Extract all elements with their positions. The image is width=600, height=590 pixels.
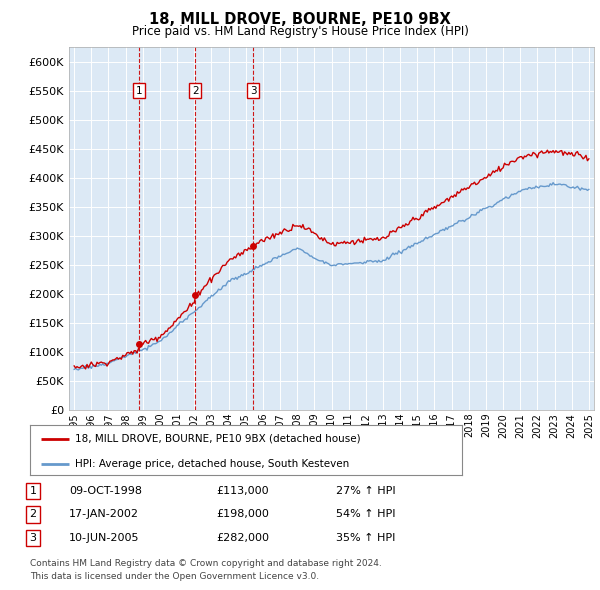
Text: £198,000: £198,000 xyxy=(216,510,269,519)
Text: 54% ↑ HPI: 54% ↑ HPI xyxy=(336,510,395,519)
Text: 18, MILL DROVE, BOURNE, PE10 9BX (detached house): 18, MILL DROVE, BOURNE, PE10 9BX (detach… xyxy=(76,434,361,444)
Text: 2: 2 xyxy=(29,510,37,519)
Text: 1: 1 xyxy=(29,486,37,496)
Text: 2: 2 xyxy=(192,86,199,96)
Text: £113,000: £113,000 xyxy=(216,486,269,496)
Text: 27% ↑ HPI: 27% ↑ HPI xyxy=(336,486,395,496)
Text: Contains HM Land Registry data © Crown copyright and database right 2024.: Contains HM Land Registry data © Crown c… xyxy=(30,559,382,568)
Text: 18, MILL DROVE, BOURNE, PE10 9BX: 18, MILL DROVE, BOURNE, PE10 9BX xyxy=(149,12,451,27)
Text: 10-JUN-2005: 10-JUN-2005 xyxy=(69,533,139,543)
Text: 35% ↑ HPI: 35% ↑ HPI xyxy=(336,533,395,543)
Text: 3: 3 xyxy=(250,86,257,96)
Text: 17-JAN-2002: 17-JAN-2002 xyxy=(69,510,139,519)
Text: £282,000: £282,000 xyxy=(216,533,269,543)
Text: Price paid vs. HM Land Registry's House Price Index (HPI): Price paid vs. HM Land Registry's House … xyxy=(131,25,469,38)
Text: 09-OCT-1998: 09-OCT-1998 xyxy=(69,486,142,496)
Text: HPI: Average price, detached house, South Kesteven: HPI: Average price, detached house, Sout… xyxy=(76,459,350,469)
Text: This data is licensed under the Open Government Licence v3.0.: This data is licensed under the Open Gov… xyxy=(30,572,319,581)
Text: 1: 1 xyxy=(136,86,142,96)
Text: 3: 3 xyxy=(29,533,37,543)
